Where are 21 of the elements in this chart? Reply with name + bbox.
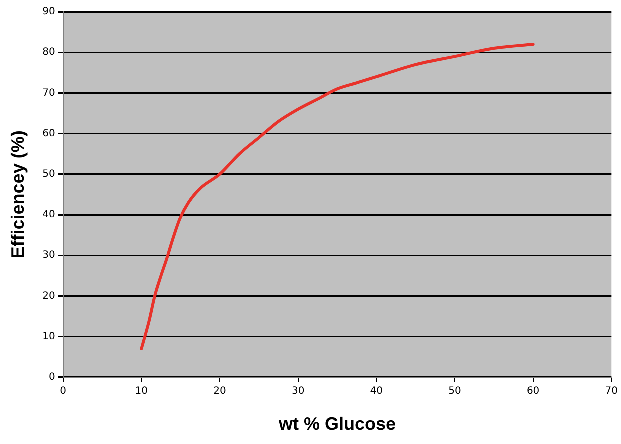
- y-tick-label: 60: [42, 128, 56, 140]
- y-tick-label: 90: [42, 6, 56, 18]
- x-tick-label: 30: [292, 386, 305, 397]
- y-tick-label: 80: [42, 47, 56, 58]
- x-tick-label: 10: [135, 386, 148, 397]
- x-tick-label: 20: [214, 386, 226, 397]
- y-tick-label: 10: [42, 331, 56, 342]
- line-series: [140, 42, 535, 350]
- x-tick-label: 40: [370, 386, 384, 397]
- y-axis-title: Efficiencey (%): [8, 130, 28, 259]
- x-tick-label: 60: [526, 386, 540, 397]
- y-tick-label: 50: [42, 168, 56, 180]
- x-tick-label: 70: [605, 386, 618, 397]
- x-tick-label: 50: [448, 386, 462, 397]
- x-axis-title: wt % Glucose: [278, 414, 396, 434]
- y-tick-label: 70: [42, 88, 56, 99]
- y-tick-label: 40: [42, 210, 56, 221]
- y-tick-label: 0: [48, 372, 56, 383]
- x-tick-label: 0: [60, 386, 67, 397]
- y-tick-label: 30: [42, 250, 56, 262]
- y-tick-label: 20: [42, 290, 56, 302]
